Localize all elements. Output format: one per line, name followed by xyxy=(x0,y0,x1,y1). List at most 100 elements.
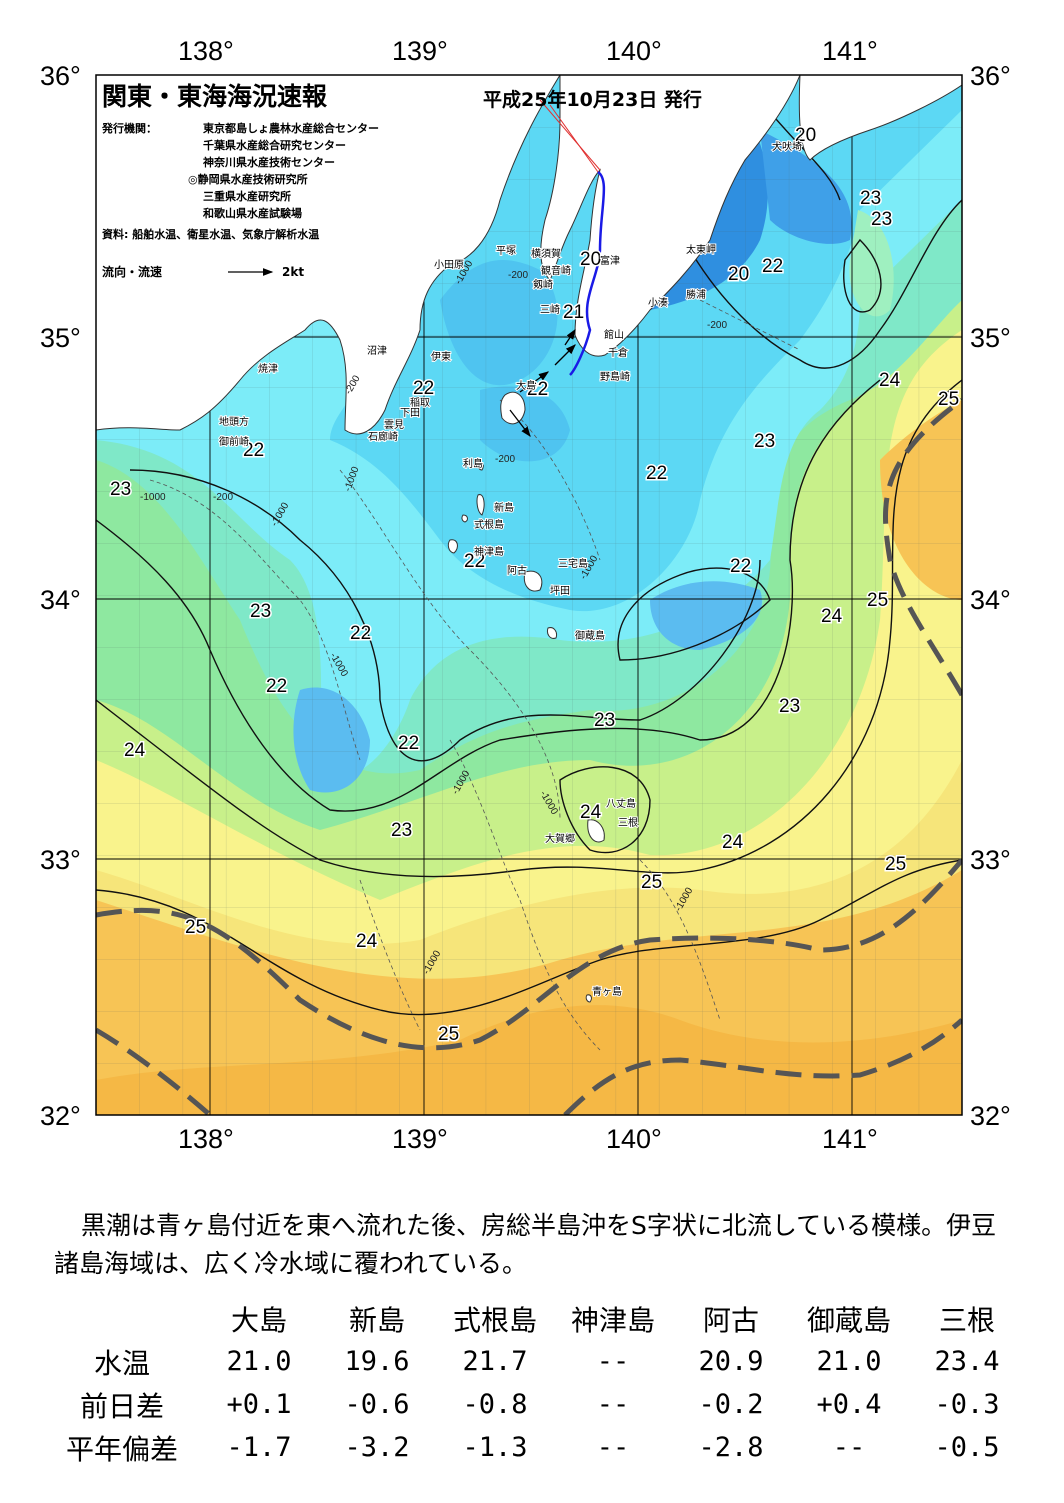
place-label: 稲取 xyxy=(410,397,430,409)
lon-labels-top: 138° 139° 140° 141° xyxy=(178,36,878,66)
row-label: 平年偏差 xyxy=(65,1432,178,1466)
lat-label: 35° xyxy=(970,323,1011,353)
map-field xyxy=(96,75,962,1115)
table-row: 水温 21.0 19.6 21.7 -- 20.9 21.0 23.4 xyxy=(44,1340,1026,1383)
lat-labels-right: 36° 35° 34° 33° 32° xyxy=(970,61,1011,1131)
table-cell: -0.6 xyxy=(344,1389,410,1420)
land xyxy=(96,75,962,1003)
isotherm-label: 23 xyxy=(594,710,615,731)
place-label: 八丈島 xyxy=(606,797,636,810)
isotherm-label: 25 xyxy=(885,854,906,875)
place-label: 御蔵島 xyxy=(575,629,605,642)
flow-arrows xyxy=(509,328,576,438)
table-cell: 21.0 xyxy=(816,1346,882,1377)
isotherm-label: 24 xyxy=(580,802,602,823)
isotherm-label: 24 xyxy=(879,370,901,391)
boso-peninsula xyxy=(540,75,801,357)
isotherm-label: 22 xyxy=(464,551,485,572)
ship-track xyxy=(569,170,606,376)
place-label: 焼津 xyxy=(258,363,278,375)
oshima-island xyxy=(500,391,526,425)
place-label: 千倉 xyxy=(608,346,628,359)
isotherm-label: 24 xyxy=(356,931,378,952)
issue-date: 平成25年10月23日 発行 xyxy=(483,88,702,111)
lat-label: 33° xyxy=(40,845,81,875)
summary-text: 黒潮は青ヶ島付近を東へ流れた後、房総半島沖をS字状に北流している模様。伊豆諸島海… xyxy=(54,1211,997,1278)
place-label: 横須賀 xyxy=(531,247,561,260)
issuer: 千葉県水産総合研究センター xyxy=(203,138,346,152)
table-cell: -0.5 xyxy=(934,1432,1000,1463)
depth-label: -200 xyxy=(707,320,727,331)
sea-temperature-map: 138° 139° 140° 141° 138° 139° 140° 141° … xyxy=(40,36,1011,1154)
place-label: 館山 xyxy=(604,328,624,341)
place-label: 御前崎 xyxy=(219,435,249,448)
isotherm-label: 22 xyxy=(762,256,783,277)
isotherm-label: 22 xyxy=(243,440,264,461)
column-header: 新島 xyxy=(348,1303,405,1337)
place-label: 神津島 xyxy=(474,545,504,558)
isotherm-label: 23 xyxy=(779,696,800,717)
place-label: 青ヶ島 xyxy=(592,985,622,998)
miyake-island xyxy=(523,570,543,592)
issuers-label: 発行機関： xyxy=(101,121,157,135)
table-cell: -0.2 xyxy=(698,1389,764,1420)
isotherm-label: 25 xyxy=(938,389,959,410)
table-cell: 21.7 xyxy=(462,1346,528,1377)
isotherm-label: 20 xyxy=(728,264,749,285)
isotherm-label: 23 xyxy=(860,188,881,209)
isotherm-labels: 20 20 20 21 22 22 22 22 22 22 22 22 22 2… xyxy=(109,124,961,1047)
depth-label: -200 xyxy=(508,270,528,281)
table-cell: -1.3 xyxy=(462,1432,528,1463)
honshu-west xyxy=(96,75,561,435)
column-header: 御蔵島 xyxy=(806,1303,891,1337)
isotherm-label: 23 xyxy=(391,820,412,841)
lat-label: 34° xyxy=(970,585,1011,615)
place-label: 犬吠埼 xyxy=(772,140,802,153)
table-cell: -- xyxy=(596,1389,630,1420)
row-label: 水温 xyxy=(93,1346,150,1380)
place-label: 小田原 xyxy=(434,259,464,271)
lat-label: 34° xyxy=(40,585,81,615)
isotherm-label: 22 xyxy=(266,676,287,697)
place-label: 野島崎 xyxy=(600,370,630,383)
isotherm-label: 20 xyxy=(580,249,601,270)
lon-label: 138° xyxy=(178,36,234,66)
table-cell: -1.7 xyxy=(226,1432,292,1463)
depth-label: -1000 xyxy=(140,492,166,503)
place-label: 勝浦 xyxy=(686,288,706,301)
lat-label: 35° xyxy=(40,323,81,353)
issuer: 東京都島しょ農林水産総合センター xyxy=(203,121,379,135)
map-border xyxy=(95,74,963,1116)
isotherm-label: 25 xyxy=(185,917,206,938)
flow-legend-unit: 2kt xyxy=(282,265,304,279)
table-row: 平年偏差 -1.7 -3.2 -1.3 -- -2.8 -- -0.5 xyxy=(44,1426,1026,1469)
issuer: ◎静岡県水産技術研究所 xyxy=(188,172,308,186)
place-label: 下田 xyxy=(400,408,420,419)
place-label: 大島 xyxy=(516,379,536,392)
place-label: 平塚 xyxy=(496,245,516,257)
isotherm-label: 25 xyxy=(641,872,662,893)
row-label: 前日差 xyxy=(79,1389,164,1423)
issuer: 三重県水産研究所 xyxy=(203,189,291,203)
data-sources: 資料: 船舶水温、衛星水温、気象庁解析水温 xyxy=(102,227,319,241)
place-label: 小湊 xyxy=(648,296,668,309)
depth-contours xyxy=(149,299,801,1051)
kuroshio-axis xyxy=(96,397,962,1115)
place-label: 観音崎 xyxy=(541,264,571,277)
column-header: 式根島 xyxy=(452,1303,537,1337)
place-label: 剱崎 xyxy=(533,278,553,291)
place-label: 利島 xyxy=(463,457,483,470)
isotherm-label: 23 xyxy=(871,209,892,230)
lon-labels-bottom: 138° 139° 140° 141° xyxy=(178,1124,878,1154)
isotherm-label: 20 xyxy=(795,125,816,146)
table-header-row: 大島 新島 式根島 神津島 阿古 御蔵島 三根 xyxy=(44,1297,1026,1340)
lat-label: 33° xyxy=(970,845,1011,875)
lat-label: 36° xyxy=(970,61,1011,91)
place-label: 坪田 xyxy=(550,584,570,597)
isotherm-label: 22 xyxy=(350,623,371,644)
isotherm-label: 21 xyxy=(563,302,584,323)
isotherm-label: 24 xyxy=(722,832,744,853)
column-header: 大島 xyxy=(230,1303,287,1337)
table-cell: -- xyxy=(596,1432,630,1463)
place-label: 阿古 xyxy=(507,564,527,577)
